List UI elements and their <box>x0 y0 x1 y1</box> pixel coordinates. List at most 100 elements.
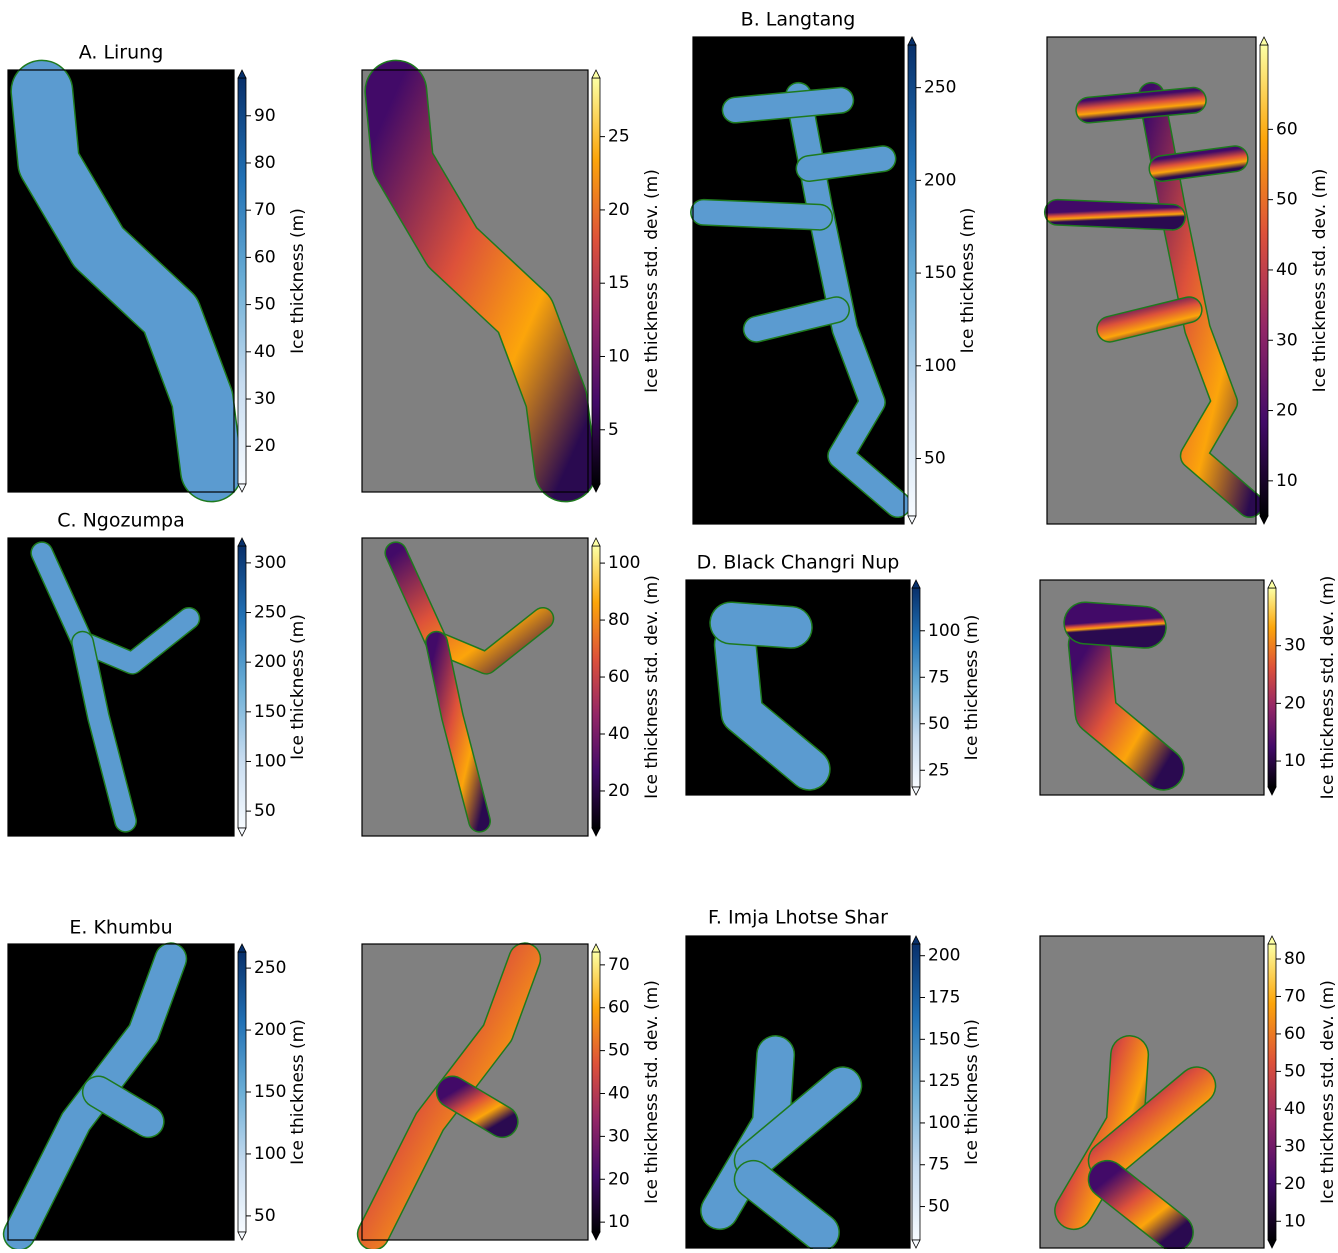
colorbar-extend <box>912 936 920 944</box>
colorbar-extend <box>908 37 916 45</box>
colorbar-tick-label: 90 <box>254 106 276 126</box>
colorbar-extend <box>1268 936 1276 944</box>
colorbar <box>592 952 600 1232</box>
colorbar-tick-label: 20 <box>1284 1174 1306 1194</box>
colorbar-label: Ice thickness std. dev. (m) <box>1318 576 1338 800</box>
colorbar <box>1268 588 1276 787</box>
colorbar-tick-label: 80 <box>1284 949 1306 969</box>
colorbar-tick-label: 20 <box>1284 693 1306 713</box>
colorbar-extend <box>908 516 916 524</box>
colorbar-tick-label: 50 <box>1284 1061 1306 1081</box>
colorbar-tick-label: 60 <box>608 667 630 687</box>
colorbar-tick-label: 75 <box>928 1155 950 1175</box>
colorbar-tick-label: 100 <box>928 621 960 641</box>
colorbar <box>238 546 246 828</box>
colorbar-extend <box>912 580 920 588</box>
colorbar-extend <box>1268 787 1276 795</box>
colorbar-tick-label: 50 <box>254 1206 276 1226</box>
colorbar-tick-label: 150 <box>924 263 956 283</box>
colorbar-label: Ice thickness std. dev. (m) <box>642 575 662 799</box>
colorbar-label: Ice thickness (m) <box>962 615 982 761</box>
figure: A. Lirung2030405060708090Ice thickness (… <box>0 0 1338 1249</box>
colorbar-tick-label: 175 <box>928 988 960 1008</box>
colorbar-extend <box>912 787 920 795</box>
colorbar-tick-label: 150 <box>254 1082 286 1102</box>
glacier <box>704 212 820 217</box>
colorbar <box>592 546 600 828</box>
colorbar-extend <box>592 1232 600 1240</box>
colorbar-tick-label: 10 <box>608 346 630 366</box>
glacier <box>731 623 791 627</box>
colorbar-tick-label: 200 <box>928 946 960 966</box>
colorbar-tick-label: 50 <box>254 295 276 315</box>
panel-title: F. Imja Lhotse Shar <box>708 907 888 929</box>
colorbar-tick-label: 60 <box>608 998 630 1018</box>
colorbar-tick-label: 60 <box>254 247 276 267</box>
colorbar-tick-label: 30 <box>1284 636 1306 656</box>
colorbar-extend <box>238 828 246 836</box>
colorbar-extend <box>238 484 246 492</box>
colorbar-tick-label: 150 <box>254 702 286 722</box>
colorbar-tick-label: 20 <box>1276 401 1298 421</box>
colorbar <box>912 944 920 1240</box>
colorbar-tick-label: 40 <box>608 1084 630 1104</box>
colorbar-extend <box>912 1240 920 1248</box>
colorbar-tick-label: 100 <box>924 356 956 376</box>
colorbar-label: Ice thickness (m) <box>288 614 308 760</box>
colorbar-tick-label: 20 <box>608 1169 630 1189</box>
colorbar-tick-label: 300 <box>254 553 286 573</box>
panel-title: C. Ngozumpa <box>57 510 184 532</box>
colorbar-tick-label: 30 <box>1276 330 1298 350</box>
colorbar-label: Ice thickness (m) <box>288 1019 308 1165</box>
colorbar-tick-label: 200 <box>254 652 286 672</box>
colorbar-tick-label: 20 <box>608 781 630 801</box>
glacier <box>735 100 841 110</box>
colorbar-tick-label: 200 <box>924 170 956 190</box>
colorbar-label: Ice thickness std. dev. (m) <box>642 169 662 393</box>
colorbar-extend <box>1260 516 1268 524</box>
colorbar-tick-label: 50 <box>608 1041 630 1061</box>
glacier <box>809 159 883 169</box>
colorbar-tick-label: 10 <box>1276 471 1298 491</box>
colorbar-extend <box>238 944 246 952</box>
colorbar-extend <box>592 828 600 836</box>
colorbar-tick-label: 40 <box>1284 1099 1306 1119</box>
colorbar-tick-label: 25 <box>608 127 630 147</box>
colorbar-tick-label: 30 <box>608 1126 630 1146</box>
colorbar-tick-label: 10 <box>1284 751 1306 771</box>
colorbar-tick-label: 40 <box>608 724 630 744</box>
colorbar-tick-label: 80 <box>608 610 630 630</box>
colorbar-extend <box>1268 1240 1276 1248</box>
colorbar-tick-label: 50 <box>254 801 276 821</box>
colorbar-tick-label: 250 <box>254 603 286 623</box>
panel-title: B. Langtang <box>741 9 856 31</box>
colorbar-label: Ice thickness std. dev. (m) <box>1310 169 1330 393</box>
glacier <box>1089 100 1194 110</box>
colorbar <box>238 952 246 1232</box>
colorbar-tick-label: 70 <box>254 200 276 220</box>
colorbar-tick-label: 70 <box>608 955 630 975</box>
colorbar-tick-label: 15 <box>608 273 630 293</box>
colorbar-tick-label: 60 <box>1276 119 1298 139</box>
colorbar-tick-label: 50 <box>1276 190 1298 210</box>
colorbar-tick-label: 25 <box>928 760 950 780</box>
colorbar-tick-label: 150 <box>928 1029 960 1049</box>
colorbar-tick-label: 40 <box>254 342 276 362</box>
colorbar-tick-label: 200 <box>254 1020 286 1040</box>
colorbar-tick-label: 80 <box>254 153 276 173</box>
colorbar <box>1268 944 1276 1240</box>
colorbar-tick-label: 40 <box>1276 260 1298 280</box>
colorbar-tick-label: 250 <box>254 958 286 978</box>
glacier <box>1085 623 1145 627</box>
colorbar-tick-label: 10 <box>1284 1211 1306 1231</box>
colorbar-extend <box>1268 580 1276 588</box>
colorbar-tick-label: 50 <box>924 449 946 469</box>
colorbar-label: Ice thickness std. dev. (m) <box>1318 980 1338 1204</box>
colorbar-tick-label: 100 <box>608 553 640 573</box>
colorbar-tick-label: 75 <box>928 667 950 687</box>
colorbar-tick-label: 20 <box>254 436 276 456</box>
colorbar-tick-label: 10 <box>608 1212 630 1232</box>
colorbar-tick-label: 30 <box>254 389 276 409</box>
panel-title: E. Khumbu <box>69 917 172 939</box>
panel-title: D. Black Changri Nup <box>697 552 900 574</box>
